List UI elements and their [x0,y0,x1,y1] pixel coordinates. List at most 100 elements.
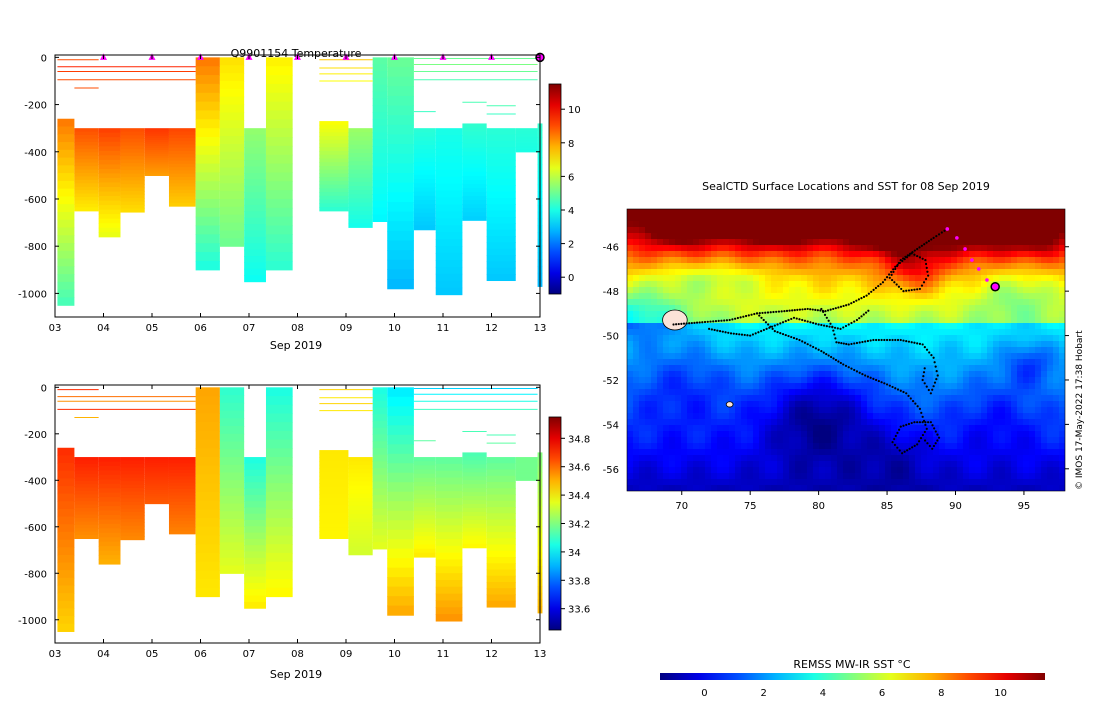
profile-cell [220,387,244,395]
sst-cell [819,329,826,336]
sst-cell [993,449,1000,456]
sst-cell [771,341,778,348]
sst-cell [711,299,718,306]
sst-cell [711,383,718,390]
sst-cell [801,449,808,456]
profile-cell [220,168,244,176]
sst-cell [765,377,772,384]
sst-cell [999,335,1006,342]
sst-cell [807,257,814,264]
sst-cell [891,233,898,240]
sst-cell [729,239,736,246]
track-point [825,353,827,355]
track-point [878,380,880,382]
sst-cell [735,389,742,396]
sst-cell [795,407,802,414]
profile-cell [348,538,372,543]
track-point [767,311,769,313]
sst-cell [1011,281,1018,288]
sst-cell [945,293,952,300]
sst-cell [975,449,982,456]
sst-cell [663,239,670,246]
sst-cell [843,329,850,336]
sst-cell [909,461,916,468]
track-point [835,341,837,343]
profile-cell [57,142,74,150]
profile-cell [99,475,121,480]
sst-cell [999,383,1006,390]
track-point [868,293,870,295]
profile-cell [196,146,220,155]
sst-cell [975,215,982,222]
sst-cell [927,257,934,264]
sst-cell [807,383,814,390]
profile-5 [169,457,196,534]
sst-cell [1053,425,1060,432]
profile-cell [462,532,486,537]
sst-cell [891,359,898,366]
sst-cell [873,209,880,216]
sst-cell [633,251,640,258]
sst-cell [1059,407,1066,414]
track-point [937,374,939,376]
profile-cell [487,576,516,583]
sst-cell [687,281,694,288]
sst-cell [771,353,778,360]
profile-cell [487,173,516,180]
sst-cell [921,443,928,450]
profile-cell [373,421,388,428]
sst-cell [789,485,796,492]
profile-cell [74,183,98,187]
sst-cell [993,293,1000,300]
sst-cell [825,419,832,426]
sst-cell [753,221,760,228]
sst-cell [819,455,826,462]
profile-cell [57,134,74,142]
profile-cell [487,236,516,243]
sst-cell [669,293,676,300]
sst-cell [1053,383,1060,390]
sst-cell [627,449,634,456]
sst-cell [933,317,940,324]
track-point [872,289,874,291]
sst-cell [945,323,952,330]
sst-cell [771,251,778,258]
track-point [729,319,731,321]
sst-cell [861,263,868,270]
sst-cell [1023,305,1030,312]
sst-cell [777,209,784,216]
sst-cell [663,485,670,492]
sst-cell [891,365,898,372]
sst-cell [711,305,718,312]
sst-cell [717,455,724,462]
sst-cell [831,311,838,318]
sst-cell [831,371,838,378]
sst-cell [753,263,760,270]
sst-cell [879,239,886,246]
profile-cell [57,212,74,220]
profile-cell [462,123,486,128]
sst-cell [663,413,670,420]
sst-cell [999,281,1006,288]
sst-cell [999,419,1006,426]
profile-10 [319,450,348,539]
track-point [891,274,893,276]
sst-cell [807,377,814,384]
sst-cell [831,413,838,420]
profile-cell [220,550,244,558]
track-point [848,366,850,368]
y-tick-label: -400 [24,148,47,159]
profile-cell [319,480,348,484]
track-point [804,308,806,310]
track-point [889,339,891,341]
sst-cell [783,287,790,294]
sst-cell [969,425,976,432]
sst-cell [825,239,832,246]
profile-cell [319,465,348,469]
sst-cell [1011,383,1018,390]
sst-cell [999,245,1006,252]
sst-cell [849,251,856,258]
sst-cell [801,347,808,354]
sst-cell [1047,263,1054,270]
sst-cell [675,395,682,402]
